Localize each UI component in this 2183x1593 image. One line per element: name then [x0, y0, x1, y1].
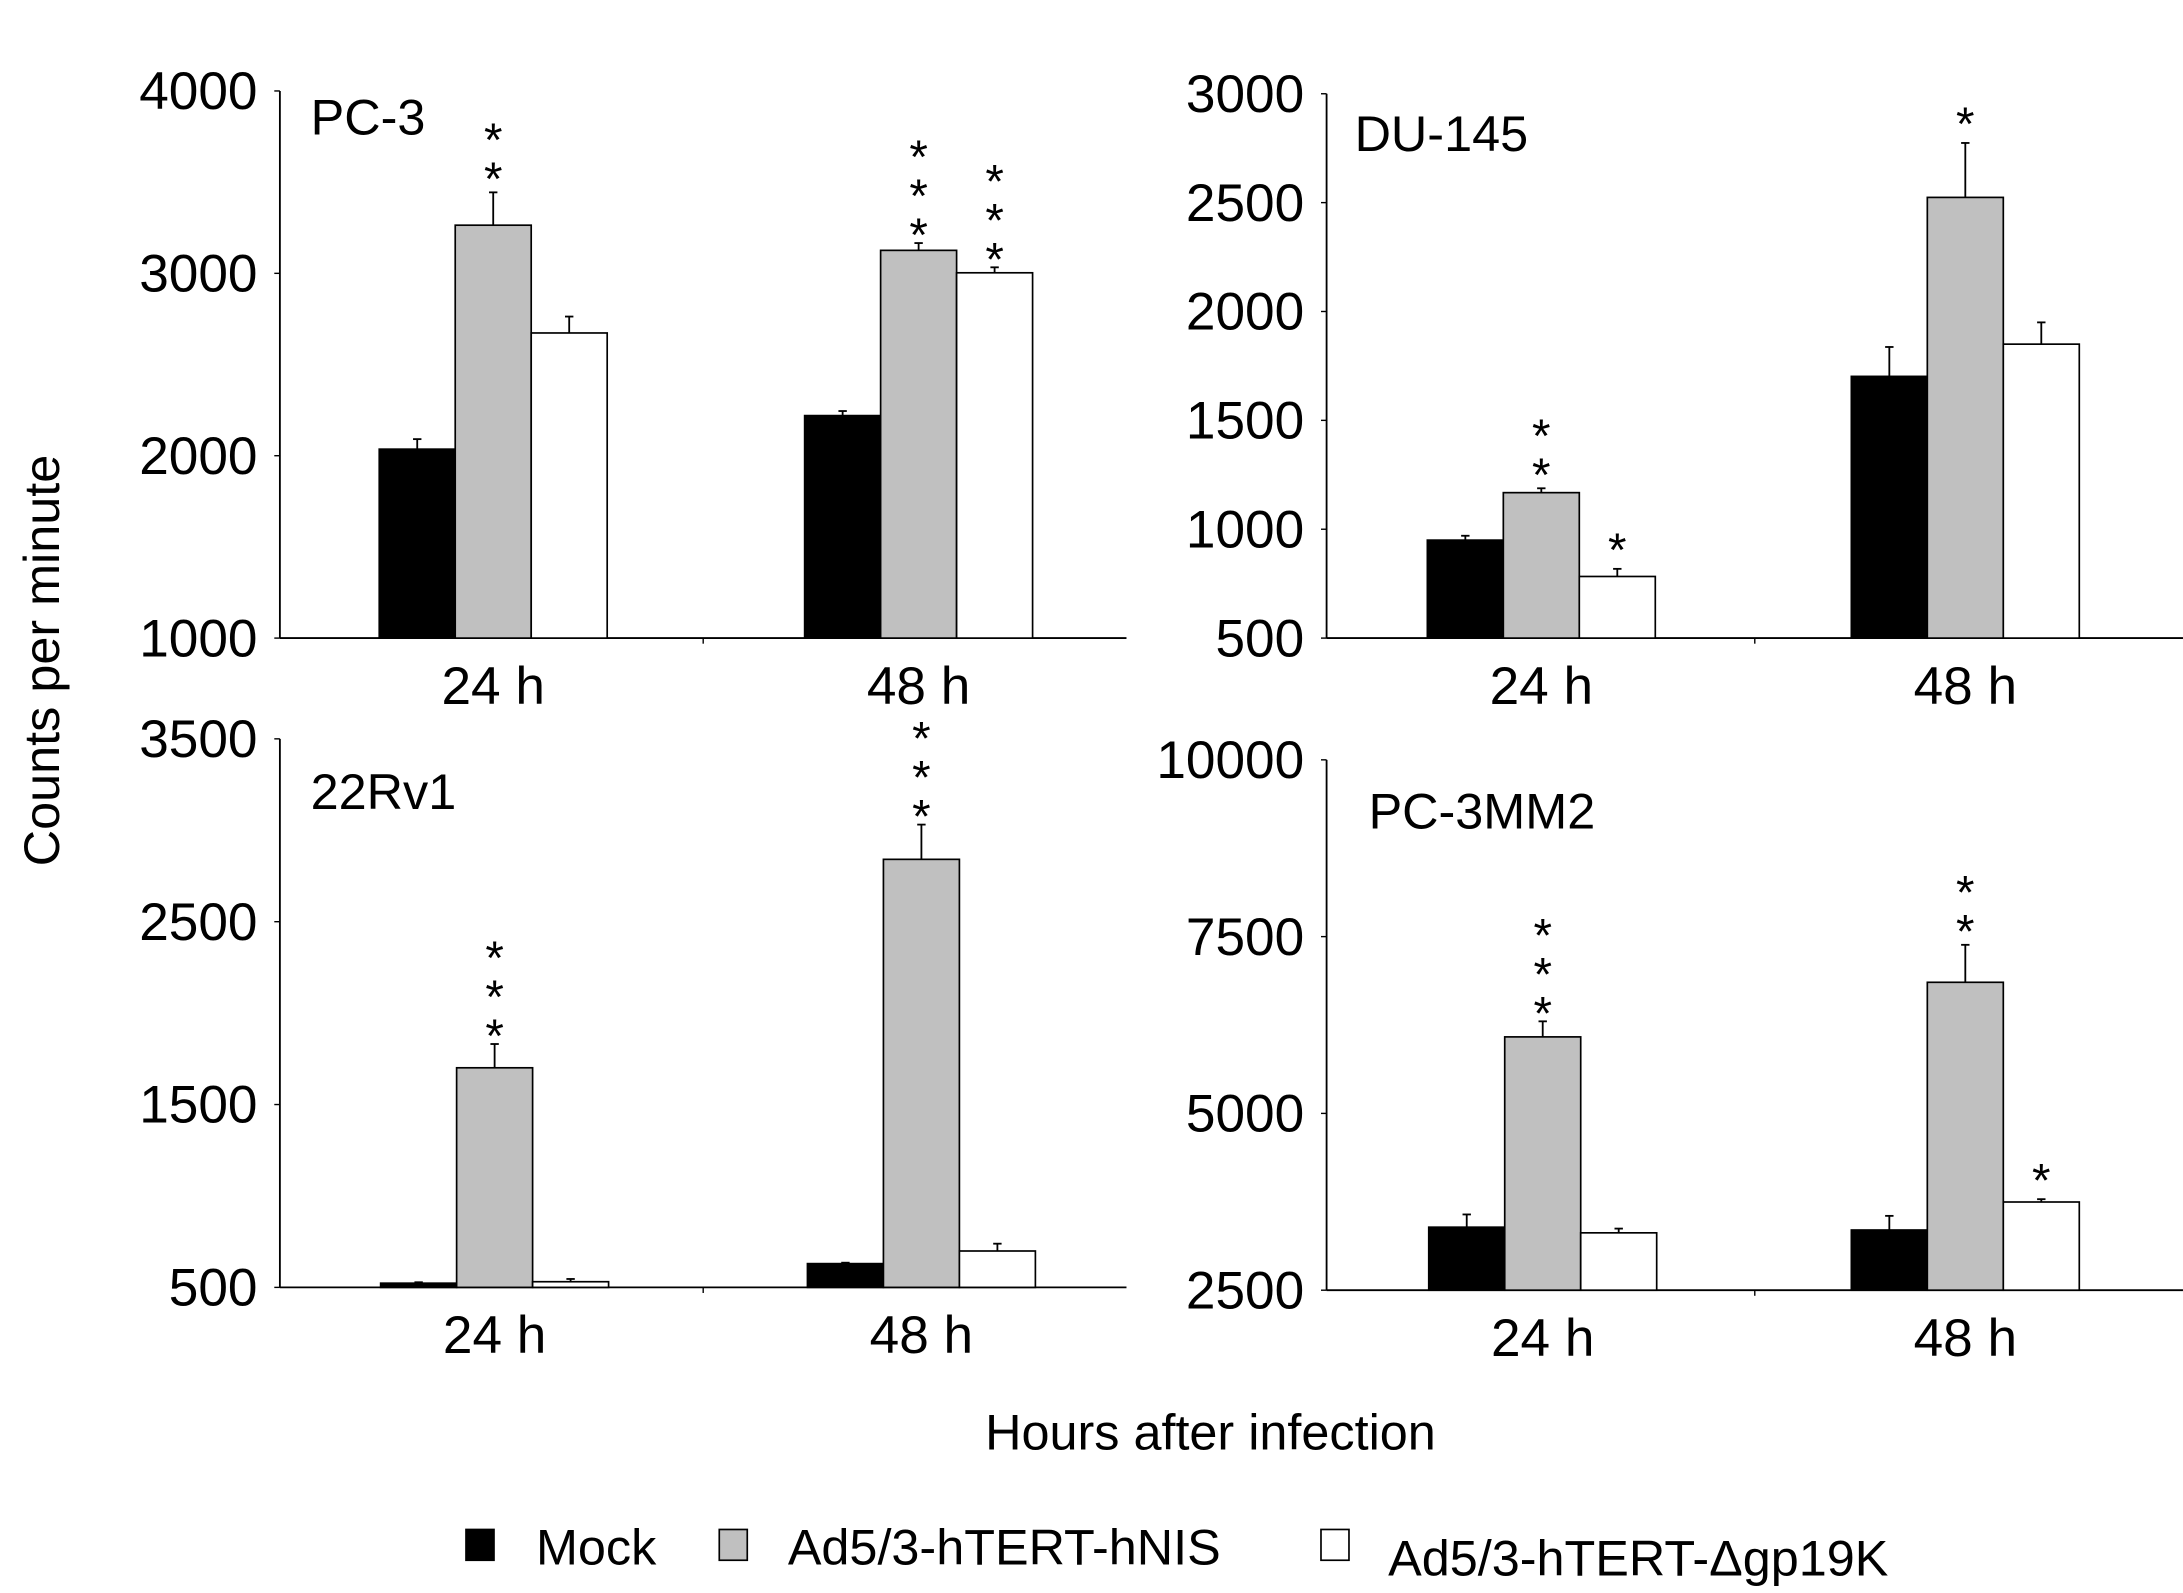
x-tick-label: 48 h — [1914, 657, 2017, 716]
y-tick-label: 2000 — [139, 427, 257, 486]
y-tick-label: 7500 — [1186, 908, 1304, 967]
bar — [1578, 575, 1657, 639]
bar — [2002, 1201, 2081, 1292]
x-tick-label: 24 h — [443, 1306, 546, 1365]
legend-swatch — [465, 1528, 495, 1562]
panel-label: PC-3MM2 — [1369, 782, 1596, 839]
legend-label: Ad5/3-hTERT-hNIS — [788, 1518, 1221, 1575]
x-axis-label: Hours after infection — [985, 1404, 1436, 1461]
y-tick-label: 1000 — [1186, 500, 1304, 559]
bar — [1503, 1036, 1582, 1292]
bar — [1502, 491, 1581, 639]
bar — [879, 249, 958, 639]
panel-pc-3: 1000 2000 3000 4000 PC-3 24 h ** 48 h *** *** — [139, 62, 1127, 716]
legend-label: Ad5/3-hTERT-Δgp19K — [1388, 1530, 1889, 1587]
y-tick-label: 5000 — [1186, 1085, 1304, 1144]
panel-label: DU-145 — [1355, 105, 1529, 162]
y-tick-label: 3000 — [139, 245, 257, 304]
bar — [1926, 981, 2005, 1292]
bar — [955, 271, 1034, 639]
significance-stars: * — [1939, 98, 1992, 137]
y-tick-label: 3500 — [139, 710, 257, 769]
y-tick-label: 500 — [169, 1259, 258, 1318]
bar — [379, 1282, 458, 1289]
legend-item: Ad5/3-hTERT-hNIS — [718, 1518, 1221, 1575]
significance-stars: ** — [1939, 866, 1992, 944]
panel-22rv1: 500 1500 2500 3500 22Rv1 24 h *** 48 h *** — [139, 710, 1127, 1365]
legend-item: Mock — [465, 1518, 657, 1575]
bar — [1427, 1226, 1506, 1292]
y-tick-label: 1000 — [139, 609, 257, 668]
bar — [958, 1250, 1037, 1289]
bar — [455, 1066, 534, 1289]
bar — [531, 1280, 610, 1289]
legend-label: Mock — [536, 1518, 657, 1575]
bar — [1579, 1231, 1658, 1292]
y-tick-label: 2000 — [1186, 283, 1304, 342]
x-tick-label: 48 h — [870, 1306, 973, 1365]
x-tick-label: 48 h — [1914, 1309, 2017, 1368]
bar — [1850, 375, 1929, 639]
bar — [454, 224, 533, 639]
y-tick-label: 2500 — [139, 893, 257, 952]
significance-stars: *** — [892, 131, 945, 248]
significance-stars: *** — [968, 155, 1021, 272]
panel-label: PC-3 — [311, 88, 426, 145]
y-tick-label: 500 — [1215, 609, 1304, 668]
significance-stars: * — [1591, 524, 1644, 563]
x-tick-label: 24 h — [1491, 1309, 1594, 1368]
x-tick-label: 48 h — [867, 657, 970, 716]
bar — [378, 448, 457, 639]
bar — [806, 1262, 885, 1289]
legend-swatch — [718, 1528, 749, 1562]
y-tick-label: 1500 — [1186, 392, 1304, 451]
significance-stars: ** — [1515, 410, 1568, 488]
legend-item: Ad5/3-hTERT-Δgp19K — [1320, 1528, 1889, 1587]
y-axis-label: Counts per minute — [13, 455, 70, 866]
legend: Mock Ad5/3-hTERT-hNIS Ad5/3-hTERT-Δgp19K — [465, 1518, 1889, 1587]
x-tick-label: 24 h — [1490, 657, 1593, 716]
significance-stars: *** — [1516, 909, 1569, 1026]
y-tick-label: 2500 — [1186, 174, 1304, 233]
y-tick-label: 10000 — [1156, 731, 1304, 790]
panel-label: 22Rv1 — [311, 763, 457, 820]
x-tick-label: 24 h — [441, 657, 544, 716]
significance-stars: *** — [895, 713, 948, 830]
significance-stars: ** — [467, 114, 520, 192]
bar — [2002, 343, 2081, 639]
y-tick-label: 4000 — [139, 62, 257, 121]
y-tick-label: 1500 — [139, 1076, 257, 1135]
y-tick-label: 3000 — [1186, 65, 1304, 124]
bar — [882, 858, 961, 1289]
significance-stars: * — [2015, 1154, 2068, 1193]
significance-stars: *** — [468, 932, 521, 1049]
y-tick-label: 2500 — [1186, 1261, 1304, 1320]
bar — [803, 414, 882, 639]
bar — [1426, 539, 1505, 639]
legend-swatch — [1320, 1528, 1350, 1562]
bar — [1850, 1229, 1929, 1292]
bar — [530, 332, 609, 639]
bar — [1926, 196, 2005, 639]
